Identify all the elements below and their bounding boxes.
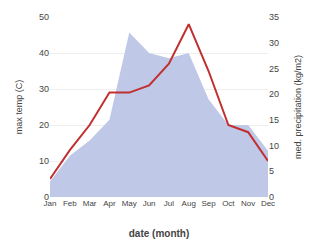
svg-text:10: 10: [269, 141, 279, 151]
svg-text:Jan: Jan: [44, 199, 57, 208]
svg-text:10: 10: [39, 156, 49, 166]
svg-text:Aug: Aug: [182, 199, 196, 208]
svg-text:Sep: Sep: [201, 199, 216, 208]
svg-text:Dec: Dec: [261, 199, 275, 208]
svg-text:max temp (C): max temp (C): [14, 80, 24, 135]
svg-text:Apr: Apr: [103, 199, 116, 208]
svg-text:med. precipitation (kg/m2): med. precipitation (kg/m2): [293, 55, 303, 159]
svg-text:Jul: Jul: [164, 199, 174, 208]
svg-text:50: 50: [39, 12, 49, 22]
svg-text:Mar: Mar: [83, 199, 97, 208]
svg-text:15: 15: [269, 115, 279, 125]
svg-text:Jun: Jun: [143, 199, 156, 208]
svg-text:0: 0: [269, 192, 274, 202]
svg-text:date (month): date (month): [129, 228, 190, 239]
svg-text:30: 30: [269, 38, 279, 48]
svg-text:20: 20: [269, 89, 279, 99]
svg-text:Nov: Nov: [241, 199, 255, 208]
svg-text:May: May: [122, 199, 137, 208]
svg-text:35: 35: [269, 12, 279, 22]
svg-text:40: 40: [39, 48, 49, 58]
svg-text:0: 0: [44, 192, 49, 202]
svg-text:25: 25: [269, 64, 279, 74]
svg-text:20: 20: [39, 120, 49, 130]
svg-text:5: 5: [269, 166, 274, 176]
svg-text:30: 30: [39, 84, 49, 94]
svg-text:Oct: Oct: [222, 199, 235, 208]
svg-text:Feb: Feb: [63, 199, 77, 208]
